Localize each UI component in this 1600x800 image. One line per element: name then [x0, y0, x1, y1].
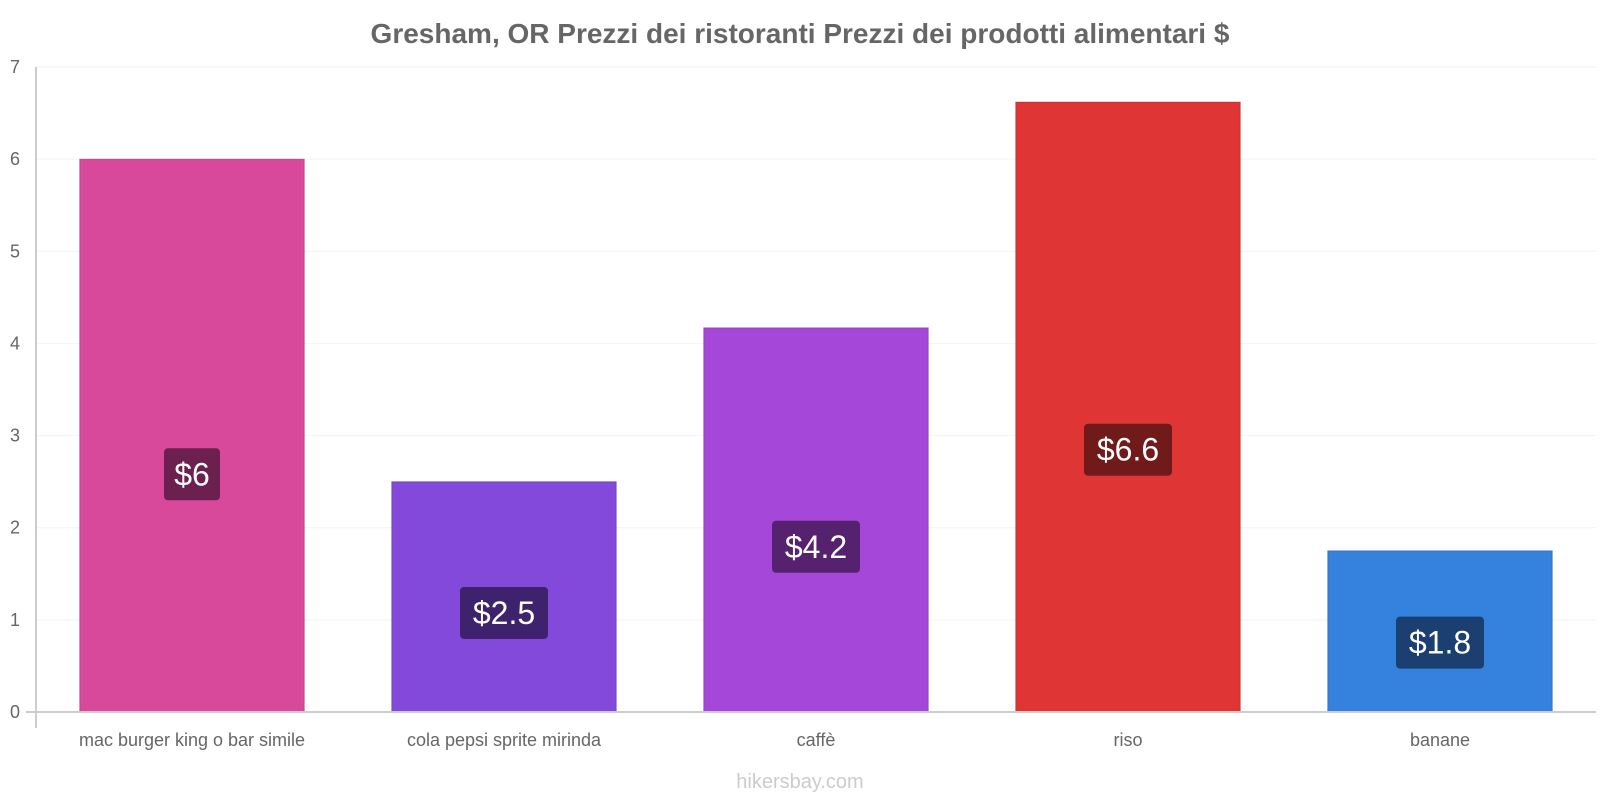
value-label-box — [1396, 616, 1484, 669]
value-labels: $6 $2.5 $4.2 $6.6 $1.8 — [164, 423, 1484, 669]
y-axis-ticks: 0 1 2 3 4 5 6 7 — [10, 57, 20, 722]
value-label-box — [772, 520, 860, 573]
footer-watermark: hikersbay.com — [736, 771, 863, 793]
bars — [79, 101, 1553, 713]
value-label: $2.5 — [473, 595, 535, 631]
chart-title: Gresham, OR Prezzi dei ristoranti Prezzi… — [371, 18, 1230, 49]
y-tick-label: 6 — [10, 149, 20, 169]
x-tick-label: caffè — [797, 730, 836, 750]
x-tick-label: cola pepsi sprite mirinda — [407, 730, 602, 750]
value-label-box — [164, 448, 220, 501]
value-label: $4.2 — [785, 529, 847, 565]
axes — [26, 67, 1596, 728]
y-tick-label: 7 — [10, 57, 20, 77]
value-label-box — [460, 586, 548, 639]
x-tick-label: mac burger king o bar simile — [79, 730, 305, 750]
y-tick-label: 2 — [10, 518, 20, 538]
bar — [703, 327, 929, 713]
bar — [1015, 101, 1241, 713]
value-label: $6.6 — [1097, 432, 1159, 468]
y-tick-label: 5 — [10, 241, 20, 261]
y-tick-label: 0 — [10, 702, 20, 722]
x-tick-label: banane — [1410, 730, 1470, 750]
value-label: $6 — [174, 456, 210, 492]
y-tick-label: 4 — [10, 333, 20, 353]
y-tick-label: 1 — [10, 610, 20, 630]
value-label: $1.8 — [1409, 625, 1471, 661]
x-tick-label: riso — [1113, 730, 1142, 750]
x-axis-labels: mac burger king o bar simile cola pepsi s… — [79, 730, 1470, 750]
bar — [79, 158, 305, 713]
value-label-box — [1084, 423, 1172, 476]
y-tick-label: 3 — [10, 426, 20, 446]
